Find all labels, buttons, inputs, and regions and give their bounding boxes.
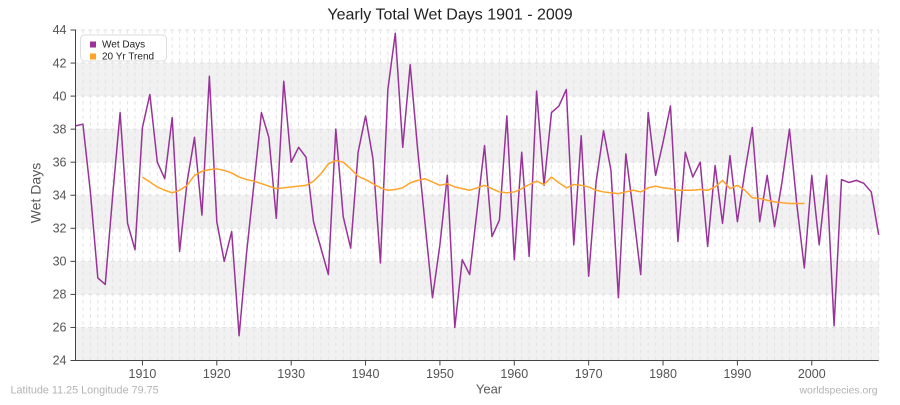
svg-text:44: 44 — [53, 23, 67, 37]
svg-text:40: 40 — [53, 89, 67, 103]
svg-text:1920: 1920 — [203, 367, 231, 381]
svg-text:1960: 1960 — [500, 367, 528, 381]
svg-text:Wet Days: Wet Days — [102, 40, 145, 51]
svg-text:1910: 1910 — [129, 367, 157, 381]
svg-text:Yearly Total Wet Days 1901 - 2: Yearly Total Wet Days 1901 - 2009 — [327, 7, 572, 24]
svg-text:24: 24 — [53, 354, 67, 368]
svg-text:32: 32 — [53, 222, 67, 236]
svg-text:Year: Year — [476, 382, 503, 397]
svg-text:38: 38 — [53, 122, 67, 136]
svg-text:2000: 2000 — [798, 367, 826, 381]
svg-text:42: 42 — [53, 56, 67, 70]
svg-text:1930: 1930 — [277, 367, 305, 381]
svg-text:34: 34 — [53, 188, 67, 202]
svg-text:1950: 1950 — [426, 367, 454, 381]
svg-text:26: 26 — [53, 321, 67, 335]
svg-text:36: 36 — [53, 155, 67, 169]
svg-text:30: 30 — [53, 255, 67, 269]
svg-text:Latitude 11.25 Longitude 79.75: Latitude 11.25 Longitude 79.75 — [11, 385, 159, 397]
svg-text:1990: 1990 — [723, 367, 751, 381]
svg-text:Wet Days: Wet Days — [28, 163, 44, 223]
svg-text:worldspecies.org: worldspecies.org — [799, 386, 878, 397]
svg-text:28: 28 — [53, 288, 67, 302]
svg-text:1980: 1980 — [649, 367, 677, 381]
svg-text:1940: 1940 — [352, 367, 380, 381]
svg-text:20 Yr Trend: 20 Yr Trend — [102, 52, 154, 63]
svg-text:1970: 1970 — [575, 367, 603, 381]
